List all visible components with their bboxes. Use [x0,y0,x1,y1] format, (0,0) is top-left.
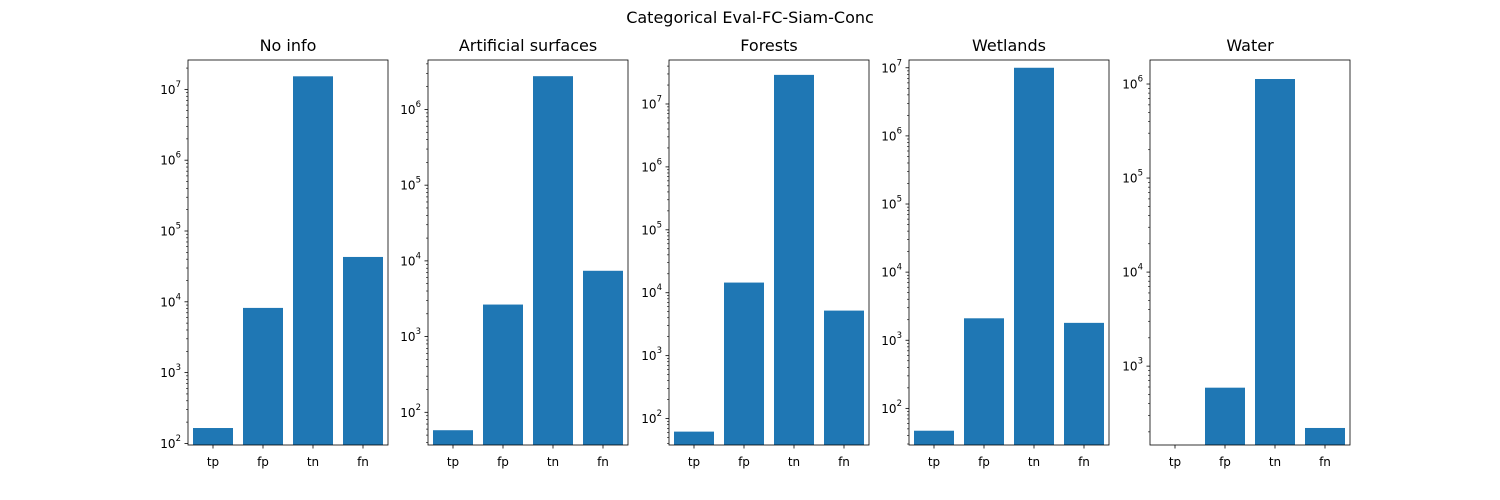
bar-tp [433,430,473,445]
panel-title: No info [260,36,317,55]
y-tick-label: 107 [881,58,902,75]
y-tick-label: 103 [160,363,181,380]
x-tick-label-fp: fp [738,455,750,469]
x-tick-label-tp: tp [928,455,940,469]
y-tick-label: 105 [641,220,662,237]
y-tick-label: 106 [881,126,902,143]
x-tick-label-tp: tp [207,455,219,469]
bar-tn [533,76,573,445]
bar-fn [824,310,864,445]
y-tick-label: 103 [881,331,902,348]
bar-tn [293,76,333,445]
x-tick-label-tp: tp [1169,455,1181,469]
y-tick-label: 104 [881,263,902,280]
y-tick-label: 102 [881,399,902,416]
bar-fn [583,270,623,445]
y-tick-label: 104 [1122,263,1143,280]
x-tick-label-fn: fn [597,455,609,469]
bar-fp [243,307,283,445]
y-tick-label: 104 [160,292,181,309]
bar-fp [483,304,523,445]
y-tick-label: 106 [400,100,421,117]
x-tick-label-fn: fn [1319,455,1331,469]
y-tick-label: 106 [1122,75,1143,92]
x-tick-label-tn: tn [1269,455,1281,469]
panel-title: Water [1226,36,1274,55]
panel-0: 102 103 104 105 106 107 tp fp tn fn No info [160,36,389,469]
axes-frame [908,59,1110,446]
x-tick-label-fn: fn [838,455,850,469]
x-tick-label-fp: fp [497,455,509,469]
y-tick-label: 104 [641,283,662,300]
panel-title: Wetlands [972,36,1046,55]
x-tick-label-tn: tn [788,455,800,469]
panel-title: Artificial surfaces [459,36,597,55]
bar-tp [193,428,233,445]
x-tick-label-fp: fp [978,455,990,469]
bar-fn [1064,322,1104,445]
x-tick-label-tn: tn [307,455,319,469]
bar-tp [914,430,954,445]
bar-tn [1014,67,1054,445]
panel-2: 102 103 104 105 106 107 tp fp tn fn Forests [641,36,870,469]
x-tick-label-tp: tp [688,455,700,469]
x-tick-label-fn: fn [357,455,369,469]
y-tick-label: 102 [641,409,662,426]
bar-fn [343,256,383,445]
bar-fn [1305,427,1345,445]
axes-frame [187,59,389,446]
bar-tn [1255,79,1295,445]
y-tick-label: 107 [641,94,662,111]
x-tick-label-fn: fn [1078,455,1090,469]
y-tick-label: 105 [400,176,421,193]
axes-frame [427,59,629,446]
axes-frame [668,59,870,446]
x-tick-label-fp: fp [257,455,269,469]
y-tick-label: 103 [400,327,421,344]
y-tick-label: 102 [400,403,421,420]
y-tick-label: 104 [400,251,421,268]
panel-title: Forests [740,36,797,55]
y-tick-label: 105 [881,195,902,212]
bar-fp [724,282,764,445]
y-tick-label: 106 [160,151,181,168]
y-tick-label: 107 [160,80,181,97]
y-tick-label: 105 [1122,169,1143,186]
panel-1: 102 103 104 105 106 tp fp tn fn Artificial surfac… [400,36,629,469]
axes-frame [1149,59,1351,446]
bar-tp [674,431,714,445]
y-tick-label: 103 [641,346,662,363]
y-tick-label: 103 [1122,357,1143,374]
bar-fp [1205,387,1245,445]
panel-3: 102 103 104 105 106 107 tp fp tn fn Wetlands [881,36,1110,469]
bar-fp [964,318,1004,445]
y-tick-label: 106 [641,157,662,174]
y-tick-label: 105 [160,222,181,239]
x-tick-label-tp: tp [447,455,459,469]
figure-title: Categorical Eval-FC-Siam-Conc [626,8,874,27]
x-tick-label-tn: tn [547,455,559,469]
panel-4: 103 104 105 106 tp fp tn fn Water [1122,36,1351,469]
x-tick-label-fp: fp [1219,455,1231,469]
y-tick-label: 102 [160,434,181,451]
x-tick-label-tn: tn [1028,455,1040,469]
bar-tn [774,74,814,445]
